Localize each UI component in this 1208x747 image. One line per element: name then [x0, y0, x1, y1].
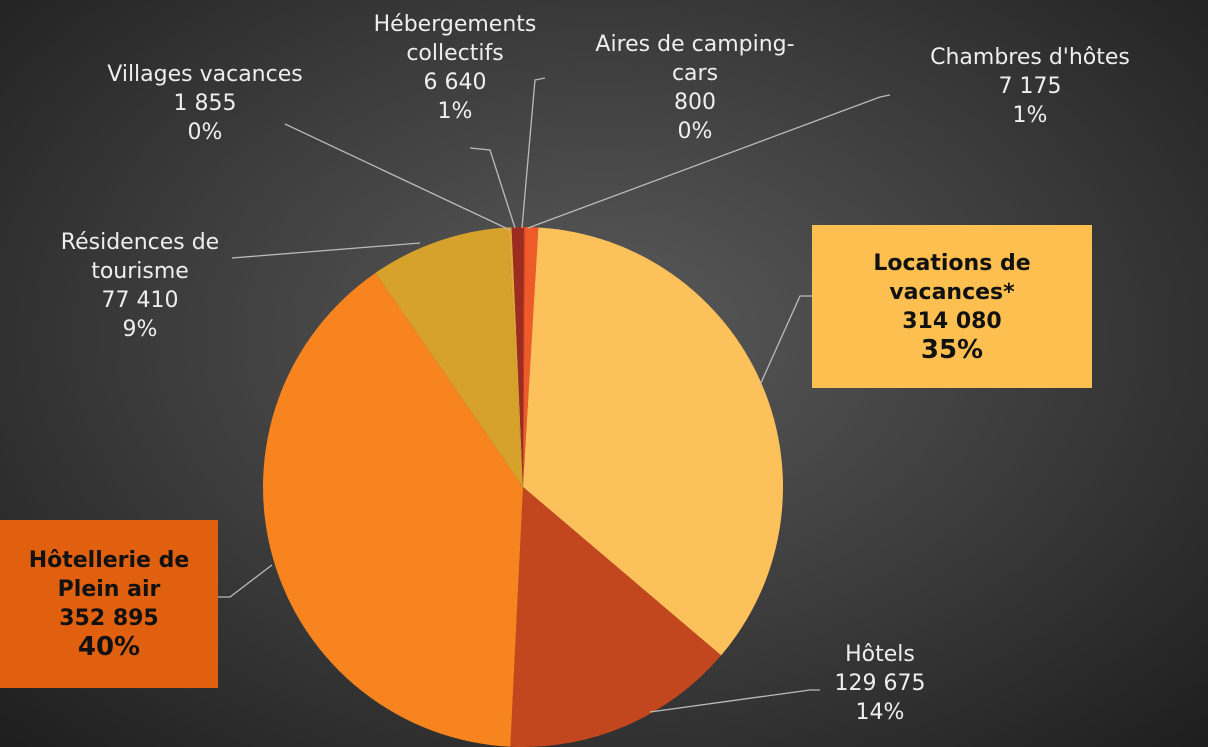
leader-lines: [218, 77, 891, 713]
data-label: Résidences de tourisme 77 410 9%: [40, 228, 240, 344]
data-label: Villages vacances 1 855 0%: [95, 60, 315, 147]
pie-slice: [510, 487, 722, 747]
leader-line: [649, 689, 820, 713]
category-label: Hébergements collectifs: [373, 12, 537, 66]
pie-slice: [375, 227, 523, 487]
percent-label: 35%: [920, 334, 984, 365]
value-label: 800: [674, 90, 716, 115]
percent-label: 14%: [855, 700, 905, 725]
category-label: Hôtellerie de Plein air: [28, 548, 190, 602]
leader-line: [527, 94, 891, 229]
percent-label: 0%: [187, 120, 223, 145]
pie-slice: [523, 227, 526, 488]
leader-line: [759, 295, 812, 386]
value-label: 314 080: [902, 308, 1002, 334]
category-label: Aires de camping-cars: [595, 32, 795, 86]
value-label: 77 410: [101, 288, 179, 313]
category-label: Villages vacances: [107, 62, 303, 87]
value-label: 1 855: [173, 91, 237, 116]
leader-line: [218, 564, 273, 598]
value-label: 7 175: [998, 74, 1062, 99]
value-label: 129 675: [834, 671, 926, 696]
data-label: Chambres d'hôtes 7 175 1%: [905, 43, 1155, 130]
data-label: Locations de vacances* 314 080 35%: [812, 225, 1092, 388]
leader-line: [284, 123, 511, 231]
category-label: Résidences de tourisme: [60, 230, 220, 284]
data-label: Hôtels 129 675 14%: [820, 640, 940, 727]
pie-slice: [523, 227, 539, 488]
value-label: 352 895: [59, 606, 159, 631]
percent-label: 0%: [677, 119, 713, 144]
percent-label: 1%: [437, 99, 473, 124]
leader-line: [469, 147, 516, 229]
percent-label: 40%: [77, 632, 141, 662]
category-label: Chambres d'hôtes: [930, 45, 1130, 70]
data-label: Aires de camping-cars 800 0%: [590, 30, 800, 146]
percent-label: 1%: [1012, 103, 1048, 128]
pie-slice: [263, 272, 523, 747]
data-label: Hébergements collectifs 6 640 1%: [365, 10, 545, 126]
data-label: Hôtellerie de Plein air 352 895 40%: [0, 520, 218, 688]
leader-line: [231, 242, 421, 259]
pie-slice: [508, 227, 523, 487]
value-label: 6 640: [423, 70, 487, 95]
category-label: Hôtels: [845, 642, 915, 667]
percent-label: 9%: [122, 317, 158, 342]
pie-slice: [511, 227, 524, 487]
leader-line: [521, 77, 546, 229]
pie-slice: [523, 227, 784, 656]
category-label: Locations de vacances*: [873, 250, 1031, 305]
